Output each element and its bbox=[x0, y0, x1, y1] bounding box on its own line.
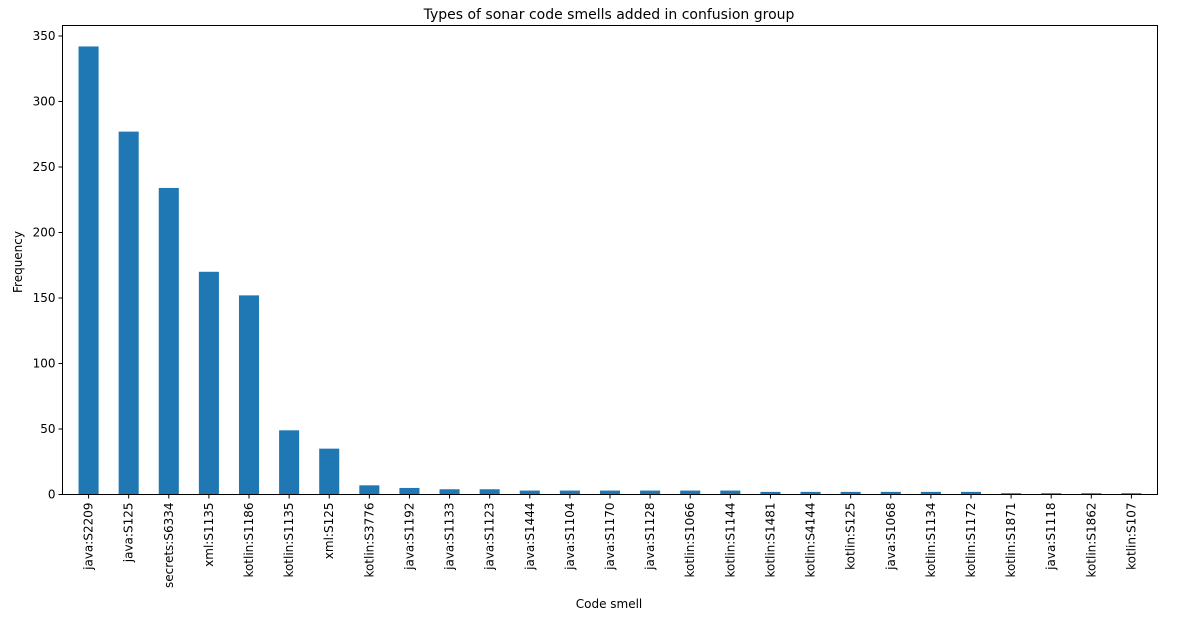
x-tick-label: kotlin:S107 bbox=[1124, 503, 1138, 570]
bar bbox=[760, 491, 781, 495]
x-tick-label: kotlin:S1862 bbox=[1084, 503, 1098, 578]
bar bbox=[920, 491, 941, 495]
bar bbox=[1081, 493, 1102, 495]
x-tick-label: kotlin:S1134 bbox=[924, 503, 938, 578]
bar bbox=[118, 131, 139, 495]
bar bbox=[319, 448, 340, 495]
x-tick-label: kotlin:S1135 bbox=[282, 503, 296, 578]
bar bbox=[519, 490, 540, 495]
y-axis-label: Frequency bbox=[11, 231, 25, 293]
bar bbox=[880, 491, 901, 495]
x-axis-label: Code smell bbox=[576, 597, 643, 611]
y-tick-label: 300 bbox=[33, 94, 56, 108]
bar bbox=[1121, 493, 1142, 495]
bar bbox=[840, 491, 861, 495]
y-tick-label: 250 bbox=[33, 160, 56, 174]
x-tick-label: java:S1192 bbox=[402, 503, 416, 571]
x-tick-label: java:S1170 bbox=[603, 503, 617, 571]
y-tick-label: 50 bbox=[40, 422, 55, 436]
bar bbox=[960, 491, 982, 495]
x-tick-label: kotlin:S1481 bbox=[763, 503, 777, 578]
bar bbox=[800, 491, 821, 495]
y-tick-label: 0 bbox=[48, 488, 56, 502]
x-tick-label: java:S125 bbox=[122, 503, 136, 564]
plot-frame bbox=[62, 25, 1158, 495]
x-axis: java:S2209 java:S125 secrets:S6334 xml:S113… bbox=[82, 494, 1138, 588]
x-tick-label: kotlin:S3776 bbox=[362, 503, 376, 578]
x-tick-label: kotlin:S1144 bbox=[723, 503, 737, 578]
x-tick-label: java:S1444 bbox=[523, 503, 537, 571]
x-tick-label: kotlin:S1186 bbox=[242, 503, 256, 578]
x-tick-label: xml:S125 bbox=[322, 503, 336, 560]
x-tick-label: kotlin:S125 bbox=[844, 503, 858, 570]
y-tick-label: 350 bbox=[33, 29, 56, 43]
x-tick-label: java:S1128 bbox=[643, 503, 657, 571]
x-tick-label: java:S1104 bbox=[563, 503, 577, 571]
y-tick-label: 200 bbox=[33, 225, 56, 239]
x-tick-label: java:S2209 bbox=[82, 503, 96, 571]
bar bbox=[680, 490, 701, 495]
bar bbox=[720, 490, 741, 495]
chart-title: Types of sonar code smells added in conf… bbox=[423, 7, 795, 23]
x-tick-label: kotlin:S1172 bbox=[964, 503, 978, 578]
bar bbox=[1001, 493, 1022, 495]
x-tick-label: kotlin:S4144 bbox=[804, 503, 818, 578]
bar bbox=[238, 295, 260, 495]
x-tick-label: xml:S1135 bbox=[202, 503, 216, 567]
bar bbox=[640, 490, 661, 495]
bar bbox=[359, 485, 380, 495]
bar bbox=[439, 489, 460, 495]
bar bbox=[559, 490, 580, 495]
bar bbox=[78, 46, 99, 495]
x-tick-label: kotlin:S1871 bbox=[1004, 503, 1018, 578]
x-tick-label: kotlin:S1066 bbox=[683, 503, 697, 578]
y-tick-label: 150 bbox=[33, 291, 56, 305]
bar bbox=[1041, 493, 1062, 495]
bar bbox=[479, 489, 500, 495]
bar bbox=[279, 430, 300, 495]
y-axis: 0 50 100 150 200 250 300 350 bbox=[33, 29, 63, 502]
x-tick-label: java:S1118 bbox=[1044, 503, 1058, 571]
y-tick-label: 100 bbox=[33, 356, 56, 370]
bar bbox=[158, 187, 179, 495]
bar bbox=[198, 271, 219, 495]
bar bbox=[399, 487, 420, 495]
bar bbox=[599, 490, 621, 495]
x-tick-label: java:S1133 bbox=[443, 503, 457, 571]
x-tick-label: secrets:S6334 bbox=[162, 503, 176, 588]
x-tick-label: java:S1123 bbox=[483, 502, 497, 570]
bars-group bbox=[78, 46, 1142, 495]
x-tick-label: java:S1068 bbox=[884, 503, 898, 571]
